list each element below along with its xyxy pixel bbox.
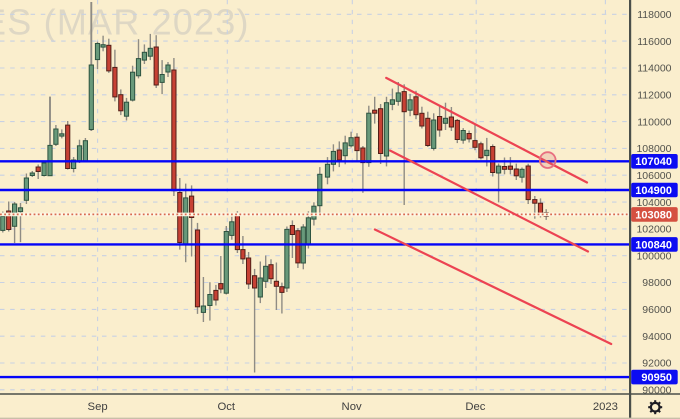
svg-text:94000: 94000 — [642, 331, 671, 343]
svg-text:103080: 103080 — [635, 209, 672, 221]
svg-text:108000: 108000 — [636, 143, 671, 155]
svg-text:102000: 102000 — [636, 224, 671, 236]
svg-text:106000: 106000 — [636, 170, 671, 182]
svg-text:2023: 2023 — [593, 401, 618, 413]
svg-text:107040: 107040 — [635, 156, 672, 168]
svg-text:100000: 100000 — [636, 250, 671, 262]
svg-text:Sep: Sep — [88, 401, 108, 413]
svg-text:Nov: Nov — [342, 401, 362, 413]
svg-text:90950: 90950 — [641, 372, 672, 384]
svg-text:104900: 104900 — [635, 185, 672, 197]
svg-text:96000: 96000 — [642, 304, 671, 316]
svg-text:112000: 112000 — [637, 90, 671, 102]
svg-text:110000: 110000 — [637, 116, 671, 128]
svg-text:118000: 118000 — [637, 9, 671, 21]
svg-text:104000: 104000 — [636, 197, 671, 209]
svg-text:116000: 116000 — [637, 36, 671, 48]
svg-text:98000: 98000 — [642, 277, 671, 289]
svg-text:ES (MAR 2023): ES (MAR 2023) — [0, 2, 250, 43]
svg-text:100840: 100840 — [635, 239, 672, 251]
svg-text:Oct: Oct — [218, 401, 236, 413]
svg-text:90000: 90000 — [642, 385, 671, 397]
svg-text:114000: 114000 — [637, 63, 671, 75]
svg-text:92000: 92000 — [642, 358, 671, 370]
svg-text:Dec: Dec — [465, 401, 485, 413]
